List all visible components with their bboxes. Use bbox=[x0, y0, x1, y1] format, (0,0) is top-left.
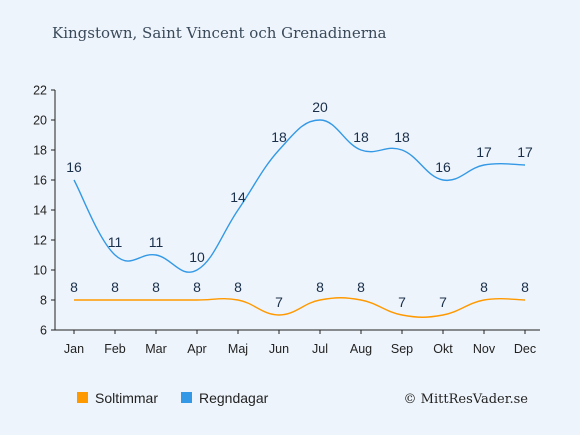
credit-text: © MittResVader.se bbox=[404, 392, 529, 407]
x-tick-label: Dec bbox=[514, 342, 536, 356]
x-tick-label: Jul bbox=[312, 342, 328, 356]
y-tick-label: 22 bbox=[33, 84, 47, 98]
data-label-regndagar: 10 bbox=[189, 249, 205, 265]
data-label-regndagar: 11 bbox=[149, 234, 164, 250]
data-label-soltimmar: 7 bbox=[439, 294, 447, 310]
legend: Soltimmar Regndagar bbox=[77, 390, 269, 406]
data-label-soltimmar: 7 bbox=[275, 294, 283, 310]
data-label-soltimmar: 8 bbox=[111, 279, 119, 295]
data-label-regndagar: 17 bbox=[476, 144, 492, 160]
x-tick-label: Jan bbox=[64, 342, 84, 356]
x-tick-label: Okt bbox=[433, 342, 453, 356]
x-tick-label: Nov bbox=[473, 342, 496, 356]
legend-label-soltimmar: Soltimmar bbox=[95, 390, 158, 406]
data-label-regndagar: 20 bbox=[312, 99, 328, 115]
data-label-soltimmar: 7 bbox=[398, 294, 406, 310]
data-labels: 8 8 8 8 8 7 8 8 7 7 8 8 16 11 11 10 14 18 20 18 18 16 17 17 bbox=[66, 99, 533, 310]
data-label-regndagar: 18 bbox=[271, 129, 287, 145]
data-label-regndagar: 17 bbox=[517, 144, 533, 160]
legend-swatch-regndagar bbox=[181, 392, 192, 403]
x-tick-label: Maj bbox=[228, 342, 248, 356]
x-tick-label: Apr bbox=[187, 342, 206, 356]
x-tick-label: Feb bbox=[104, 342, 126, 356]
y-tick-label: 18 bbox=[33, 144, 47, 158]
data-label-regndagar: 16 bbox=[66, 159, 82, 175]
data-label-soltimmar: 8 bbox=[480, 279, 488, 295]
y-tick-label: 20 bbox=[33, 114, 47, 128]
y-tick-label: 12 bbox=[33, 234, 47, 248]
data-label-regndagar: 18 bbox=[394, 129, 410, 145]
data-label-regndagar: 16 bbox=[435, 159, 451, 175]
series-line-regndagar bbox=[73, 119, 526, 273]
data-label-soltimmar: 8 bbox=[234, 279, 242, 295]
data-label-soltimmar: 8 bbox=[152, 279, 160, 295]
x-tick-label: Sep bbox=[391, 342, 413, 356]
legend-swatch-soltimmar bbox=[77, 392, 88, 403]
y-tick-label: 14 bbox=[33, 204, 47, 218]
data-label-soltimmar: 8 bbox=[357, 279, 365, 295]
legend-label-regndagar: Regndagar bbox=[199, 390, 269, 406]
chart-title: Kingstown, Saint Vincent och Grenadinern… bbox=[52, 24, 387, 42]
x-tick-label: Mar bbox=[145, 342, 167, 356]
x-tick-label: Jun bbox=[269, 342, 289, 356]
y-tick-label: 10 bbox=[33, 264, 47, 278]
y-tick-label: 6 bbox=[40, 324, 47, 338]
x-tick-label: Aug bbox=[350, 342, 372, 356]
axes: 6 8 10 12 14 16 18 20 22 Jan Feb Mar Apr Maj Jun Jul Aug… bbox=[33, 84, 540, 356]
data-label-regndagar: 18 bbox=[353, 129, 369, 145]
y-tick-label: 8 bbox=[40, 294, 47, 308]
data-label-regndagar: 11 bbox=[108, 234, 123, 250]
data-label-soltimmar: 8 bbox=[316, 279, 324, 295]
data-label-soltimmar: 8 bbox=[521, 279, 529, 295]
series-layer bbox=[73, 119, 526, 318]
y-tick-label: 16 bbox=[33, 174, 47, 188]
data-label-soltimmar: 8 bbox=[193, 279, 201, 295]
data-label-soltimmar: 8 bbox=[70, 279, 78, 295]
series-line-soltimmar bbox=[73, 297, 526, 318]
data-label-regndagar: 14 bbox=[230, 189, 246, 205]
